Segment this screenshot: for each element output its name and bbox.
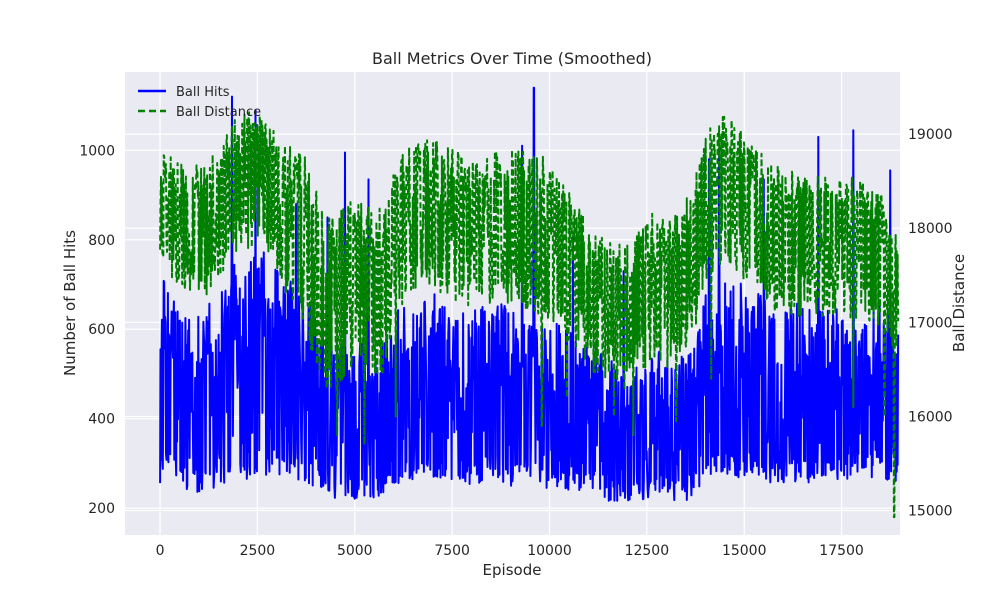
y-left-tick-label: 600 [88, 322, 115, 338]
x-axis-label: Episode [483, 561, 542, 579]
y-left-tick-label: 800 [88, 233, 115, 249]
legend: Ball Hits Ball Distance [138, 85, 261, 120]
x-tick-label: 17500 [819, 543, 864, 559]
y-left-axis-label: Number of Ball Hits [61, 230, 79, 376]
series-line-ball-hits [159, 86, 900, 502]
y-right-axis-label: Ball Distance [950, 254, 968, 352]
y-left-tick-label: 400 [88, 412, 115, 428]
y-left-tick-label: 1000 [79, 143, 115, 159]
x-tick-label: 2500 [240, 543, 276, 559]
y-right-tick-label: 16000 [908, 409, 953, 425]
x-tick-label: 0 [156, 543, 165, 559]
legend-label-ball-distance: Ball Distance [176, 105, 261, 120]
y-right-tick-label: 15000 [908, 504, 953, 520]
chart-title: Ball Metrics Over Time (Smoothed) [372, 49, 652, 68]
y-right-axis-ticks: 15000 16000 17000 18000 19000 [908, 127, 953, 519]
x-tick-label: 15000 [722, 543, 767, 559]
y-right-tick-label: 18000 [908, 221, 953, 237]
x-axis-ticks: 0 2500 5000 7500 10000 12500 15000 17500 [156, 543, 864, 559]
x-tick-label: 7500 [434, 543, 470, 559]
y-left-tick-label: 200 [88, 501, 115, 517]
x-tick-label: 12500 [625, 543, 670, 559]
x-tick-label: 5000 [337, 543, 373, 559]
y-left-axis-ticks: 200 400 600 800 1000 [79, 143, 115, 517]
y-right-tick-label: 17000 [908, 315, 953, 331]
x-tick-label: 10000 [527, 543, 572, 559]
y-right-tick-label: 19000 [908, 127, 953, 143]
legend-label-ball-hits: Ball Hits [176, 85, 230, 100]
series-layer [159, 86, 900, 519]
series-line-ball-distance [159, 111, 900, 519]
